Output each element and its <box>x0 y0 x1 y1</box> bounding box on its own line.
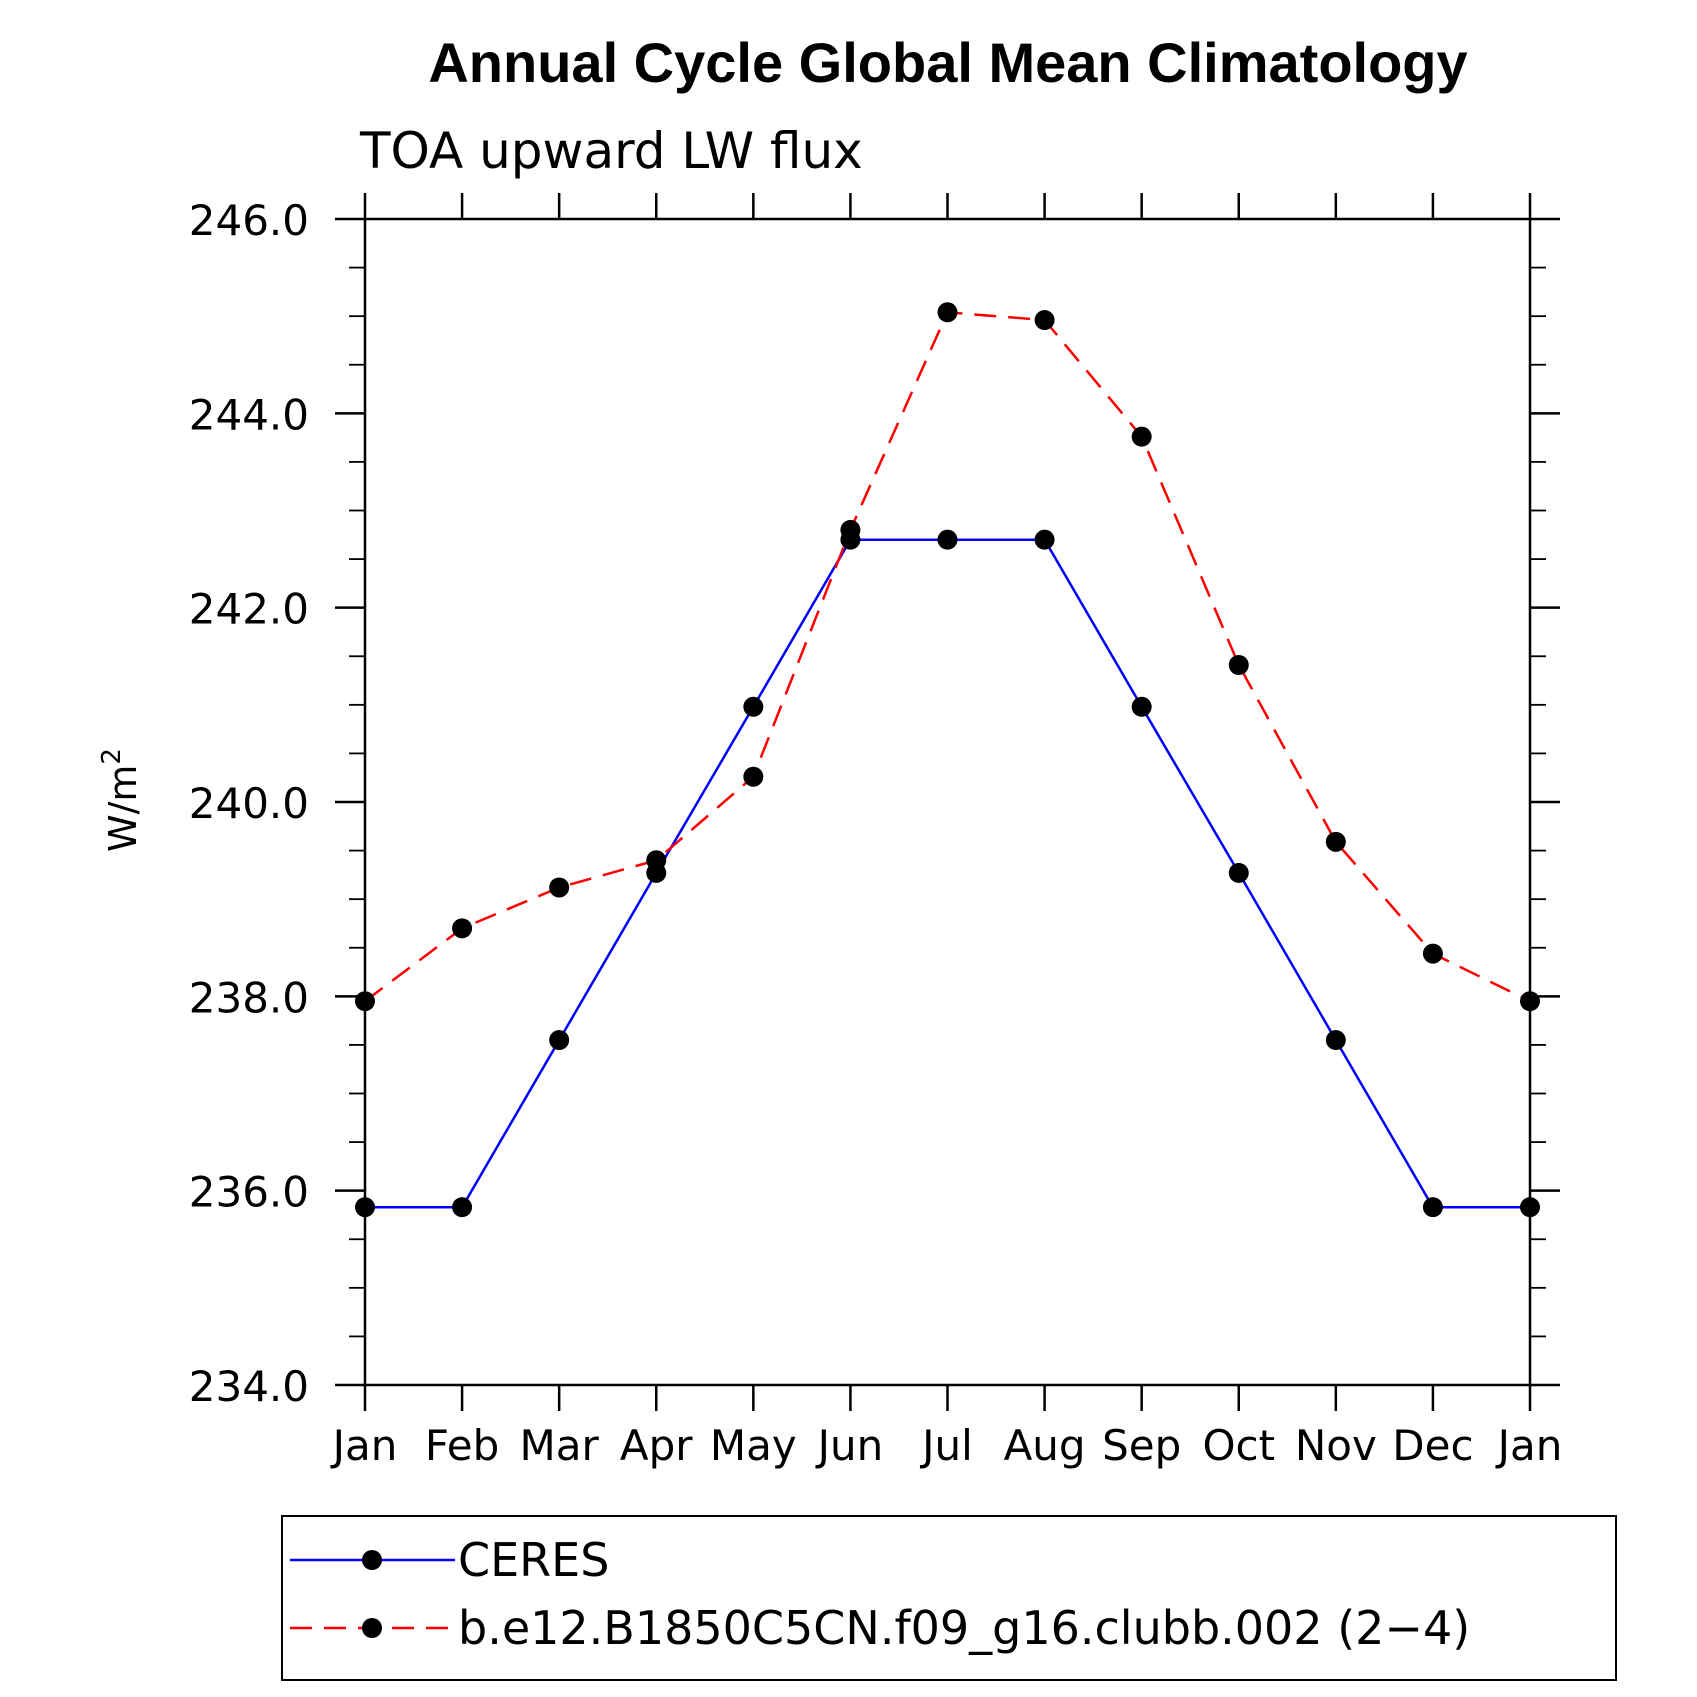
y-axis-label-text: W/m <box>101 765 145 852</box>
y-tick-label: 236.0 <box>189 1168 309 1217</box>
x-tick-label: Jul <box>919 1421 973 1470</box>
series-line-1 <box>364 310 1531 1003</box>
series-1-point <box>1520 991 1540 1012</box>
series-0-point <box>743 696 764 717</box>
series-1-point <box>1422 943 1443 964</box>
y-tick-label: 242.0 <box>189 585 309 634</box>
series-1-point <box>1325 831 1346 852</box>
series-0-point <box>549 1030 570 1051</box>
legend-marker-1 <box>362 1618 382 1638</box>
series-1-point <box>355 991 375 1012</box>
x-tick-label: Feb <box>425 1421 499 1470</box>
chart-subtitle: TOA upward LW flux <box>359 122 863 180</box>
series-0-point <box>1228 862 1249 883</box>
x-tick-label: Apr <box>620 1421 693 1470</box>
series-1-point <box>1228 654 1249 675</box>
x-tick-label: May <box>710 1421 797 1470</box>
y-tick-label: 234.0 <box>189 1362 309 1411</box>
x-tick-label: Oct <box>1202 1421 1275 1470</box>
legend: CERES b.e12.B1850C5CN.f09_g16.clubb.002 (… <box>281 1515 1617 1681</box>
series-0-point <box>1422 1197 1443 1218</box>
series-0-point <box>937 529 958 550</box>
series-0-point <box>452 1197 473 1218</box>
x-tick-label: Aug <box>1004 1421 1086 1470</box>
series-layer <box>355 302 1540 1218</box>
y-axis-label: W/m2 <box>97 748 145 852</box>
y-tick-label: 240.0 <box>189 779 309 828</box>
plot-area: Jan Feb Mar Apr May Jun Jul Aug Sep Oct Nov Dec Jan 2… <box>189 193 1563 1470</box>
x-tick-label: Dec <box>1392 1421 1473 1470</box>
series-1-point <box>549 877 570 898</box>
series-0-point <box>1034 529 1055 550</box>
series-1-point <box>646 850 667 871</box>
x-tick-label: Nov <box>1295 1421 1377 1470</box>
y-axis-label-superscript: 2 <box>97 748 127 765</box>
y-tick-label: 246.0 <box>189 196 309 245</box>
series-1-point <box>1034 310 1055 331</box>
x-tick-label: Sep <box>1102 1421 1181 1470</box>
series-1-point <box>937 302 958 323</box>
legend-box <box>281 1515 1617 1681</box>
x-tick-label: Jun <box>815 1421 884 1470</box>
legend-marker-0 <box>362 1550 382 1570</box>
chart-title: Annual Cycle Global Mean Climatology <box>428 31 1467 94</box>
y-tick-label: 244.0 <box>189 390 309 439</box>
y-tick-label: 238.0 <box>189 973 309 1022</box>
series-1-point <box>840 519 861 540</box>
series-0-point <box>1325 1030 1346 1051</box>
series-1-point <box>743 766 764 787</box>
legend-label-1: b.e12.B1850C5CN.f09_g16.clubb.002 (2−4) <box>458 1601 1470 1655</box>
series-line-0 <box>365 538 1530 1209</box>
legend-items: CERES b.e12.B1850C5CN.f09_g16.clubb.002 (… <box>290 1533 1470 1655</box>
x-tick-label: Jan <box>1495 1421 1563 1470</box>
series-0-point <box>1131 696 1152 717</box>
x-tick-label: Mar <box>520 1421 600 1470</box>
x-tick-label: Jan <box>330 1421 398 1470</box>
legend-label-0: CERES <box>458 1533 609 1587</box>
series-0-point <box>355 1197 375 1218</box>
plot-frame <box>363 217 1532 1387</box>
series-0-point <box>1520 1197 1540 1218</box>
series-1-point <box>1131 426 1152 447</box>
series-1-point <box>452 918 473 939</box>
